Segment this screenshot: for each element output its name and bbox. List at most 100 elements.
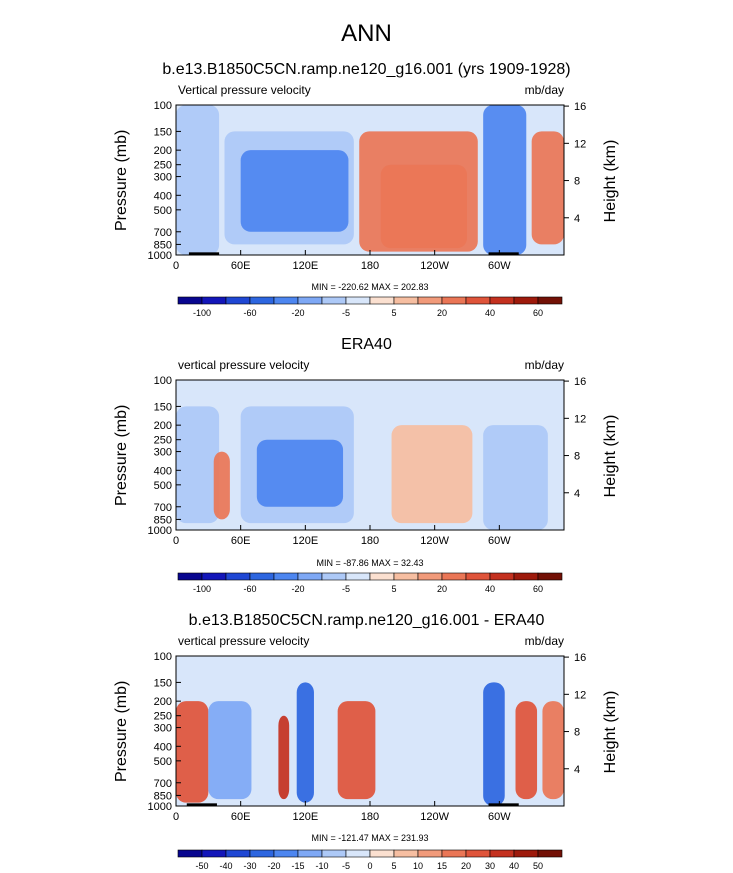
colorbar-label: 30 (485, 861, 495, 871)
orography-mask (488, 803, 519, 806)
contour-region (296, 682, 314, 803)
y-tick-label: 300 (154, 723, 172, 735)
colorbar-label: -20 (267, 861, 280, 871)
y-tick-label: 250 (154, 160, 172, 172)
x-tick-label: 60W (488, 260, 511, 272)
right-tick-label: 8 (574, 451, 580, 463)
y-tick-label: 400 (154, 190, 172, 202)
variable-label: vertical pressure velocity (178, 358, 310, 372)
y-tick-label: 250 (154, 711, 172, 723)
colorbar-label: -100 (193, 584, 211, 594)
colorbar-swatch (417, 849, 443, 858)
y-tick-label: 500 (154, 480, 172, 492)
contour-region (542, 701, 564, 800)
colorbar-label: 5 (391, 584, 396, 594)
colorbar-swatch (249, 849, 275, 858)
contour-region (380, 164, 467, 249)
orography-mask (186, 803, 217, 806)
colorbar-label: -5 (342, 861, 350, 871)
unit-label: mb/day (524, 358, 564, 372)
colorbar-swatch (489, 849, 515, 858)
y-tick-label: 150 (154, 126, 172, 138)
x-tick-label: 0 (173, 260, 179, 272)
contour-region (208, 701, 252, 800)
right-tick-label: 4 (574, 764, 580, 776)
contour-region (176, 406, 220, 524)
panel-title: b.e13.B1850C5CN.ramp.ne120_g16.001 - ERA… (188, 612, 545, 629)
x-tick-label: 120E (292, 260, 318, 272)
colorbar-swatch (537, 849, 563, 858)
y-tick-label: 150 (154, 677, 172, 689)
y-tick-label: 700 (154, 502, 172, 514)
colorbar-label: -50 (195, 861, 208, 871)
colorbar-label: 20 (461, 861, 471, 871)
y-tick-label: 200 (154, 696, 172, 708)
right-tick-label: 12 (574, 138, 586, 150)
y-tick-label: 850 (154, 239, 172, 251)
x-tick-label: 180 (361, 535, 379, 547)
contour-region (337, 701, 376, 800)
right-tick-label: 16 (574, 652, 586, 664)
colorbar-swatch (345, 849, 371, 858)
y-tick-label: 850 (154, 514, 172, 526)
x-tick-label: 60W (488, 535, 511, 547)
colorbar-label: 40 (509, 861, 519, 871)
y-tick-label: 1000 (148, 801, 172, 813)
colorbar-label: 40 (485, 584, 495, 594)
colorbar-swatch (537, 572, 563, 581)
min-max-label: MIN = -121.47 MAX = 231.93 (311, 833, 429, 843)
colorbar-label: -20 (291, 308, 304, 318)
panel-title: b.e13.B1850C5CN.ramp.ne120_g16.001 (yrs … (162, 61, 571, 78)
contour-region (213, 451, 230, 520)
colorbar-label: 10 (413, 861, 423, 871)
y-tick-label: 400 (154, 465, 172, 477)
y-tick-label: 150 (154, 401, 172, 413)
colorbar-label: -60 (243, 584, 256, 594)
colorbar-label: -5 (342, 584, 350, 594)
colorbar-label: -30 (243, 861, 256, 871)
contour-region (391, 425, 473, 524)
contour-region (515, 701, 538, 800)
right-tick-label: 12 (574, 689, 586, 701)
colorbar-label: 5 (391, 308, 396, 318)
variable-label: vertical pressure velocity (178, 634, 310, 648)
y-tick-label: 500 (154, 756, 172, 768)
colorbar-label: 0 (367, 861, 372, 871)
colorbar-label: -60 (243, 308, 256, 318)
y-tick-label: 250 (154, 435, 172, 447)
contour-region (483, 425, 548, 530)
colorbar-swatch (513, 849, 539, 858)
orography-mask (188, 252, 220, 255)
right-tick-label: 12 (574, 413, 586, 425)
x-tick-label: 60E (231, 535, 251, 547)
y-tick-label: 400 (154, 741, 172, 753)
x-tick-label: 120W (420, 811, 449, 823)
x-tick-label: 60E (231, 260, 251, 272)
colorbar-swatch (393, 849, 419, 858)
colorbar-label: 40 (485, 308, 495, 318)
y-tick-label: 700 (154, 227, 172, 239)
colorbar-swatch (441, 849, 467, 858)
x-tick-label: 120W (420, 260, 449, 272)
min-max-label: MIN = -220.62 MAX = 202.83 (311, 282, 429, 292)
colorbar-swatch (297, 849, 323, 858)
y-tick-label: 700 (154, 778, 172, 790)
right-tick-label: 16 (574, 101, 586, 113)
y-tick-label: 300 (154, 447, 172, 459)
y-tick-label: 100 (154, 100, 172, 112)
orography-mask (488, 252, 519, 255)
contour-region (531, 131, 564, 245)
y-tick-label: 200 (154, 145, 172, 157)
right-tick-label: 8 (574, 727, 580, 739)
colorbar-swatch (225, 849, 251, 858)
variable-label: Vertical pressure velocity (178, 83, 311, 97)
right-tick-label: 16 (574, 376, 586, 388)
contour-region (278, 715, 290, 800)
y-tick-label: 500 (154, 205, 172, 217)
contour-region (256, 439, 344, 507)
colorbar-swatch (465, 849, 491, 858)
colorbar-label: 50 (533, 861, 543, 871)
x-tick-label: 180 (361, 811, 379, 823)
